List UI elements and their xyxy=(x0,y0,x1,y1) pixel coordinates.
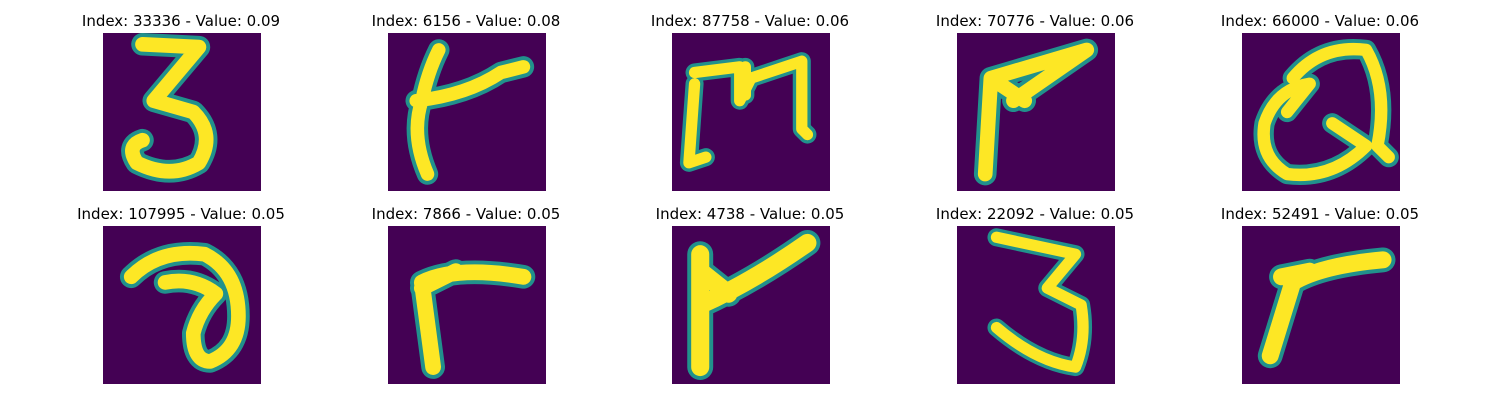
digit-glyph xyxy=(410,259,536,379)
digit-glyph xyxy=(405,39,535,185)
panel-title: Index: 107995 - Value: 0.05 xyxy=(77,205,285,223)
panel-title: Index: 6156 - Value: 0.08 xyxy=(371,12,561,30)
panel-title: Index: 87758 - Value: 0.06 xyxy=(650,12,850,30)
panel-image xyxy=(1242,226,1400,384)
panel-title: Index: 7866 - Value: 0.05 xyxy=(371,205,561,223)
panel-image xyxy=(103,226,261,384)
panel-title: Index: 66000 - Value: 0.06 xyxy=(1220,12,1420,30)
digit-glyph xyxy=(119,242,250,373)
digit-glyph xyxy=(1253,39,1399,185)
digit-glyph xyxy=(121,33,218,183)
panel-image xyxy=(957,33,1115,191)
panel-image xyxy=(672,33,830,191)
digit-glyph xyxy=(679,52,817,172)
digit-glyph xyxy=(973,38,1099,186)
panel-image xyxy=(957,226,1115,384)
digit-glyph xyxy=(1257,247,1396,369)
digit-glyph xyxy=(687,229,821,381)
panel-image xyxy=(103,33,261,191)
digit-glyph xyxy=(987,228,1093,377)
panel-image xyxy=(672,226,830,384)
panel-image xyxy=(388,226,546,384)
panel-title: Index: 33336 - Value: 0.09 xyxy=(81,12,281,30)
panel-title: Index: 22092 - Value: 0.05 xyxy=(935,205,1135,223)
panel-title: Index: 70776 - Value: 0.06 xyxy=(935,12,1135,30)
panel-image xyxy=(1242,33,1400,191)
panel-title: Index: 52491 - Value: 0.05 xyxy=(1220,205,1420,223)
panel-title: Index: 4738 - Value: 0.05 xyxy=(655,205,845,223)
panel-image xyxy=(388,33,546,191)
